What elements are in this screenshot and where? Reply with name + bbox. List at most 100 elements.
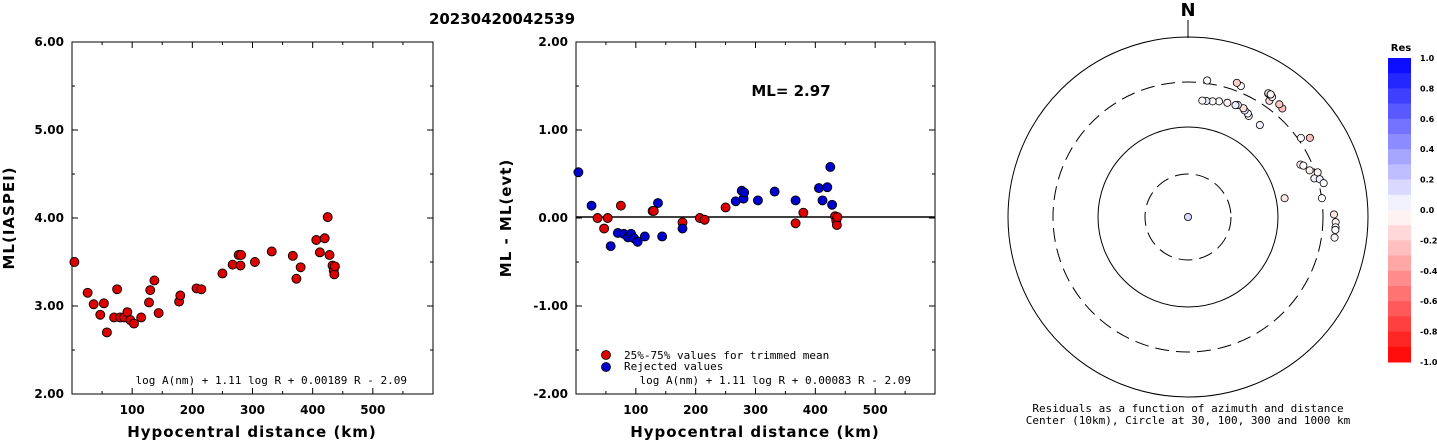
data-point: [605, 241, 616, 252]
distance-ring: [1097, 126, 1279, 308]
data-point: [657, 231, 668, 242]
data-point: [573, 167, 584, 178]
station-residual-point: [1184, 212, 1193, 221]
azimuth-residual-panel: N Residuals as a function of azimuth and…: [1007, 0, 1369, 427]
data-point: [592, 213, 603, 223]
colorbar-cell: [1388, 118, 1411, 135]
data-point: [145, 285, 156, 296]
ytick-label: 6.00: [34, 35, 64, 49]
data-point: [720, 202, 731, 213]
colorbar-cell: [1388, 331, 1411, 348]
data-point: [129, 318, 139, 329]
legend-label-trimmed: 25%-75% values for trimmed mean: [624, 349, 829, 362]
distance-ring: [1144, 173, 1232, 261]
xtick-label: 100: [623, 403, 648, 417]
data-point: [69, 257, 80, 267]
data-point: [136, 312, 147, 323]
colorbar-label: 0.0: [1420, 206, 1435, 215]
colorbar-cell: [1388, 179, 1411, 196]
data-point: [653, 198, 663, 208]
xtick-label: 400: [300, 403, 325, 417]
xtick-label: 400: [803, 403, 828, 417]
station-residual-point: [1203, 76, 1212, 85]
xtick-label: 200: [180, 403, 205, 417]
xtick-label: 300: [743, 403, 768, 417]
colorbar-cell: [1388, 346, 1411, 363]
distance-ring: [1052, 81, 1324, 353]
data-point: [752, 195, 763, 206]
colorbar-cell: [1388, 134, 1411, 150]
event-title: 20230420042539: [429, 10, 575, 28]
ytick-label: -1.00: [533, 299, 568, 313]
colorbar-cell: [1388, 194, 1411, 211]
colorbar-cell: [1388, 255, 1411, 272]
station-residual-point: [1231, 101, 1240, 110]
panel1-frame: [71, 41, 434, 395]
ytick-label: 3.00: [34, 299, 64, 313]
station-residual-point: [1299, 161, 1308, 170]
data-point: [639, 231, 650, 242]
panel1-xlabel: Hypocentral distance (km): [127, 423, 377, 441]
data-point: [599, 223, 610, 234]
data-point: [817, 195, 828, 206]
data-point: [329, 261, 340, 272]
data-point: [112, 284, 123, 295]
ytick-label: 5.00: [34, 123, 64, 137]
colorbar-cell: [1388, 225, 1411, 241]
legend-marker-rejected: [601, 362, 611, 372]
data-point: [769, 186, 780, 197]
colorbar-cell: [1388, 149, 1411, 165]
xtick-label: 200: [683, 403, 708, 417]
data-point: [249, 257, 260, 267]
colorbar-label: 0.2: [1420, 176, 1434, 185]
station-residual-point: [1317, 194, 1326, 203]
colorbar-cell: [1388, 103, 1411, 120]
data-point: [813, 183, 824, 194]
colorbar-cell: [1388, 164, 1411, 181]
colorbar-cell: [1388, 316, 1411, 333]
data-point: [82, 287, 93, 298]
colorbar-label: -0.4: [1420, 267, 1437, 276]
station-residual-point: [1232, 78, 1241, 87]
xtick-label: 300: [240, 403, 265, 417]
distance-ring: [1007, 36, 1369, 398]
data-point: [825, 162, 836, 172]
north-label: N: [1180, 0, 1195, 21]
data-point: [586, 200, 597, 211]
data-point: [98, 298, 109, 309]
data-point: [287, 250, 298, 261]
station-residual-point: [1331, 225, 1340, 234]
colorbar-cell: [1388, 270, 1411, 287]
data-point: [95, 309, 106, 320]
panel2-ylabel: ML - ML(evt): [497, 159, 515, 277]
data-point: [648, 206, 659, 216]
data-point: [88, 299, 99, 310]
ml-vs-distance-panel: 2.00 3.00 4.00 5.00 6.00 100 200 300 400 500 Hypo…: [0, 35, 434, 441]
colorbar-title: Res: [1391, 43, 1411, 54]
colorbar-label: -0.6: [1420, 297, 1437, 306]
data-point: [319, 233, 330, 244]
residual-colorbar: Res 1.0 0.8 0.6 0.4 0.2 0.0 -0.2 -0.4 -0.6 -0.8 -1…: [1388, 43, 1437, 367]
colorbar-label: -1.0: [1420, 358, 1437, 367]
station-residual-point: [1275, 100, 1284, 109]
polar-caption-line2: Center (10km), Circle at 30, 100, 300 an…: [1026, 414, 1351, 427]
data-point: [153, 308, 164, 318]
station-residual-point: [1305, 133, 1314, 142]
ytick-label: -2.00: [533, 387, 568, 401]
data-point: [311, 235, 322, 245]
data-point: [149, 275, 160, 286]
ytick-label: 2.00: [538, 35, 568, 49]
station-residual-point: [1266, 90, 1275, 99]
ml-annotation: ML= 2.97: [751, 82, 830, 100]
station-residual-point: [1329, 210, 1338, 219]
data-point: [822, 182, 833, 193]
panel1-formula: log A(nm) + 1.11 log R + 0.00189 R - 2.0…: [135, 374, 407, 387]
station-residual-point: [1223, 98, 1232, 107]
xtick-label: 100: [120, 403, 145, 417]
station-residual-point: [1296, 133, 1305, 142]
station-residual-point: [1319, 179, 1328, 188]
colorbar-cell: [1388, 58, 1411, 74]
data-point: [217, 268, 228, 279]
colorbar-cell: [1388, 240, 1411, 257]
residual-vs-distance-panel: -2.00 -1.00 0.00 1.00 2.00 100 200 300 400 500 Hy…: [497, 35, 936, 441]
